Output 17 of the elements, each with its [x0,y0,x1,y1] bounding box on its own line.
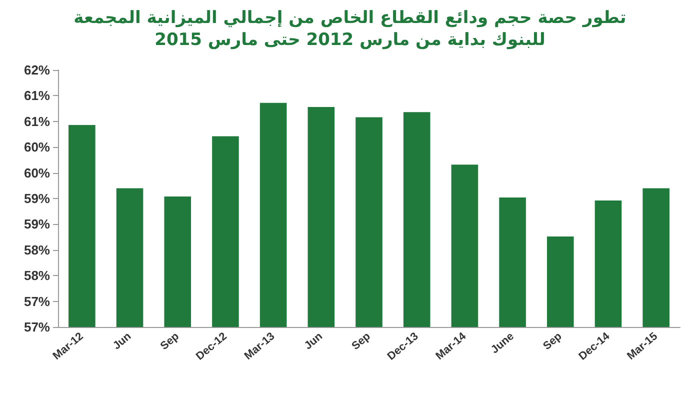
x-tick-label: Sep [158,330,182,353]
y-tick-label: 59% [24,216,50,232]
y-tick-label: 60% [24,140,50,155]
x-tick-label: Sep [541,330,564,353]
chart-title: تطور حصة حجم ودائع القطاع الخاص من إجمالي الميزانية المجمعة للبنوك بداية من مارس 2012 حتى مارس 2015 [74,8,626,50]
y-tick-label: 58% [24,268,50,284]
y-tick-label: 57% [24,320,50,334]
y-tick-label: 57% [24,294,50,309]
y-tick-label: 61% [24,88,50,104]
y-tick-label: 62% [24,62,50,78]
y-tick-label: 60% [24,165,50,180]
y-tick-label: 59% [24,191,50,206]
y-tick-label: 61% [24,114,50,129]
x-tick-label: Jun [302,330,326,352]
y-tick-label: 58% [24,242,50,258]
x-tick-label: Jun [110,330,134,352]
x-tick-label: Sep [350,330,374,353]
